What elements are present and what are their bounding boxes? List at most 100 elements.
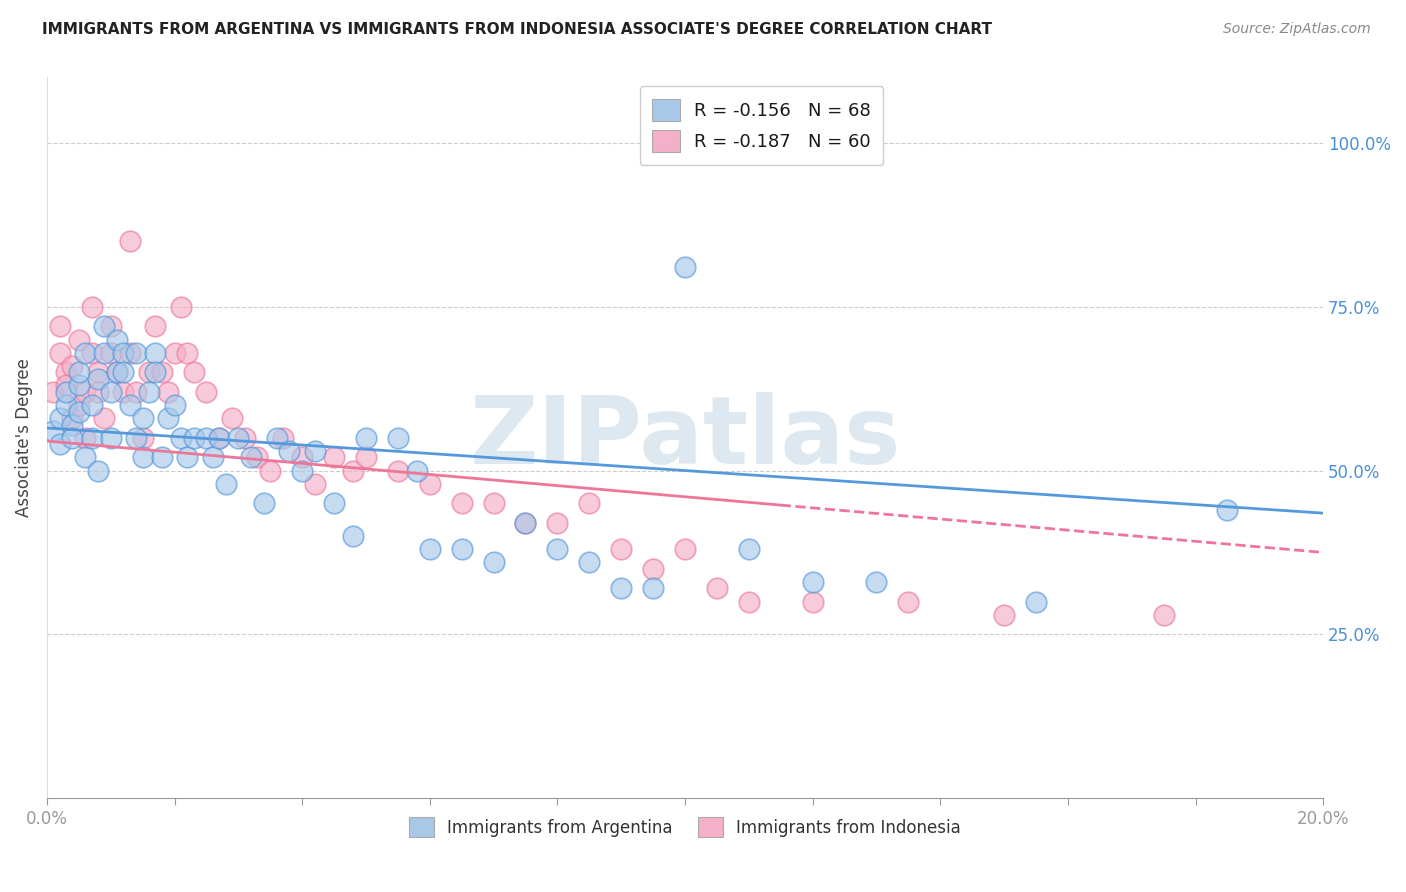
Point <box>706 582 728 596</box>
Point <box>643 562 665 576</box>
Point <box>112 345 135 359</box>
Point <box>100 431 122 445</box>
Point <box>55 365 77 379</box>
Point <box>105 365 128 379</box>
Point <box>67 398 90 412</box>
Point <box>546 516 568 530</box>
Text: Source: ZipAtlas.com: Source: ZipAtlas.com <box>1223 22 1371 37</box>
Y-axis label: Associate's Degree: Associate's Degree <box>15 359 32 517</box>
Point <box>75 345 97 359</box>
Point <box>55 398 77 412</box>
Point <box>1216 503 1239 517</box>
Point <box>75 450 97 465</box>
Point <box>482 555 505 569</box>
Point <box>145 365 167 379</box>
Point <box>138 365 160 379</box>
Point <box>100 319 122 334</box>
Point <box>323 450 346 465</box>
Point <box>183 431 205 445</box>
Point <box>112 384 135 399</box>
Point <box>67 404 90 418</box>
Point <box>67 333 90 347</box>
Point <box>342 464 364 478</box>
Point <box>387 464 409 478</box>
Point <box>118 345 141 359</box>
Point <box>419 476 441 491</box>
Point <box>150 365 173 379</box>
Point <box>87 365 110 379</box>
Point <box>163 345 186 359</box>
Point <box>131 411 153 425</box>
Point <box>145 345 167 359</box>
Point <box>738 594 761 608</box>
Point <box>240 450 263 465</box>
Point <box>291 464 314 478</box>
Point <box>100 384 122 399</box>
Point <box>419 542 441 557</box>
Point <box>266 431 288 445</box>
Point <box>304 476 326 491</box>
Point <box>246 450 269 465</box>
Point <box>214 476 236 491</box>
Point <box>157 411 180 425</box>
Point <box>93 345 115 359</box>
Point <box>354 431 377 445</box>
Point <box>80 300 103 314</box>
Point <box>304 443 326 458</box>
Point <box>62 431 84 445</box>
Point <box>100 345 122 359</box>
Point <box>48 411 70 425</box>
Point <box>163 398 186 412</box>
Point <box>342 529 364 543</box>
Point <box>80 398 103 412</box>
Point <box>93 411 115 425</box>
Point <box>145 319 167 334</box>
Point <box>176 345 198 359</box>
Point <box>87 372 110 386</box>
Point <box>157 384 180 399</box>
Point <box>801 594 824 608</box>
Point <box>738 542 761 557</box>
Point <box>253 496 276 510</box>
Point <box>67 365 90 379</box>
Point <box>515 516 537 530</box>
Point <box>87 464 110 478</box>
Point <box>233 431 256 445</box>
Point <box>170 431 193 445</box>
Point <box>993 607 1015 622</box>
Point <box>125 345 148 359</box>
Point <box>80 345 103 359</box>
Text: IMMIGRANTS FROM ARGENTINA VS IMMIGRANTS FROM INDONESIA ASSOCIATE'S DEGREE CORREL: IMMIGRANTS FROM ARGENTINA VS IMMIGRANTS … <box>42 22 993 37</box>
Point <box>55 384 77 399</box>
Point <box>75 384 97 399</box>
Point <box>610 582 633 596</box>
Point <box>62 417 84 432</box>
Point <box>118 234 141 248</box>
Point <box>515 516 537 530</box>
Point <box>176 450 198 465</box>
Point <box>221 411 243 425</box>
Point <box>48 319 70 334</box>
Point <box>482 496 505 510</box>
Point <box>55 378 77 392</box>
Point <box>323 496 346 510</box>
Point <box>75 431 97 445</box>
Point <box>450 542 472 557</box>
Point <box>450 496 472 510</box>
Point <box>105 365 128 379</box>
Point <box>546 542 568 557</box>
Point <box>48 345 70 359</box>
Legend: Immigrants from Argentina, Immigrants from Indonesia: Immigrants from Argentina, Immigrants fr… <box>402 810 967 844</box>
Point <box>610 542 633 557</box>
Point <box>578 496 600 510</box>
Point <box>42 424 65 438</box>
Point <box>125 384 148 399</box>
Point <box>195 431 218 445</box>
Point <box>643 582 665 596</box>
Point <box>62 359 84 373</box>
Point <box>278 443 301 458</box>
Text: ZIPatlas: ZIPatlas <box>470 392 901 483</box>
Point <box>271 431 294 445</box>
Point <box>673 260 696 275</box>
Point <box>170 300 193 314</box>
